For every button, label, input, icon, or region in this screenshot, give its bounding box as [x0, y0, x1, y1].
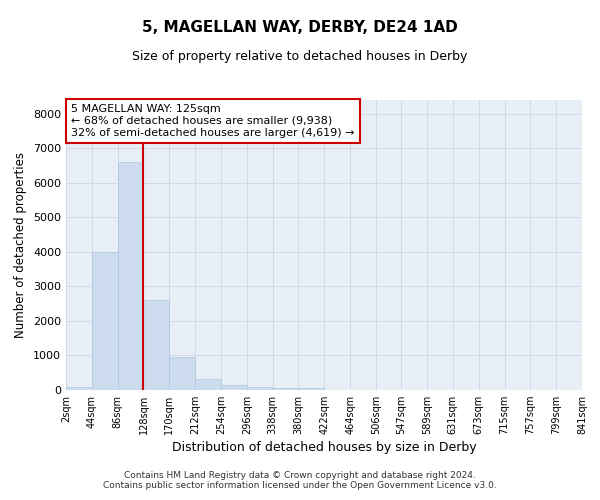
Bar: [118, 162, 143, 390]
X-axis label: Distribution of detached houses by size in Derby: Distribution of detached houses by size …: [172, 442, 476, 454]
Bar: [221, 385, 247, 390]
Bar: [169, 357, 195, 390]
Bar: [298, 388, 325, 390]
Bar: [143, 300, 169, 390]
Y-axis label: Number of detached properties: Number of detached properties: [14, 152, 28, 338]
Text: 5 MAGELLAN WAY: 125sqm
← 68% of detached houses are smaller (9,938)
32% of semi-: 5 MAGELLAN WAY: 125sqm ← 68% of detached…: [71, 104, 355, 138]
Bar: [92, 252, 118, 390]
Bar: [195, 379, 221, 390]
Text: Contains HM Land Registry data © Crown copyright and database right 2024.
Contai: Contains HM Land Registry data © Crown c…: [103, 470, 497, 490]
Text: 5, MAGELLAN WAY, DERBY, DE24 1AD: 5, MAGELLAN WAY, DERBY, DE24 1AD: [142, 20, 458, 35]
Bar: [247, 386, 272, 390]
Bar: [66, 388, 92, 390]
Bar: [272, 388, 298, 390]
Text: Size of property relative to detached houses in Derby: Size of property relative to detached ho…: [133, 50, 467, 63]
